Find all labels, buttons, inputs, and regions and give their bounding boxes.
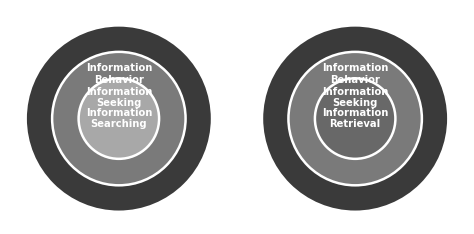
Circle shape [26,25,212,212]
Circle shape [52,52,186,185]
Text: Information
Seeking: Information Seeking [86,87,152,108]
Circle shape [262,25,448,212]
Text: Information
Behavior: Information Behavior [86,63,152,85]
Circle shape [288,52,422,185]
Circle shape [79,78,159,159]
Text: Information
Retrieval: Information Retrieval [322,108,388,129]
Text: Information
Searching: Information Searching [86,108,152,129]
Circle shape [315,78,395,159]
Text: Information
Behavior: Information Behavior [322,63,388,85]
Text: Information
Seeking: Information Seeking [322,87,388,108]
